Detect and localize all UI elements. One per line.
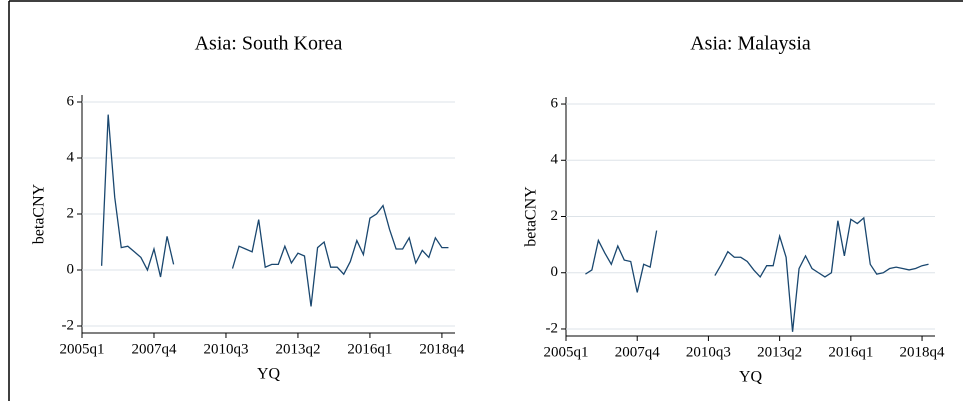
x-tick-label: 2007q4 [615, 344, 661, 360]
chart-title: Asia: South Korea [195, 33, 343, 55]
x-tick-label: 2016q1 [347, 341, 392, 357]
x-tick-label: 2005q1 [60, 341, 105, 357]
x-tick-label: 2007q4 [131, 341, 177, 357]
x-tick-label: 2016q1 [828, 344, 873, 360]
x-tick-label: 2013q2 [757, 344, 802, 360]
x-tick-label: 2005q1 [544, 344, 589, 360]
x-tick-label: 2018q4 [900, 344, 946, 360]
x-tick-label: 2018q4 [419, 341, 465, 357]
y-tick-label: -2 [546, 320, 559, 336]
y-tick-label: 0 [67, 261, 75, 277]
data-line [585, 216, 929, 332]
x-tick-label: 2013q2 [275, 341, 320, 357]
y-tick-label: 0 [551, 264, 559, 280]
x-tick-label: 2010q3 [686, 344, 731, 360]
y-axis-label: betaCNY [31, 183, 48, 244]
x-axis-label: YQ [739, 369, 763, 386]
y-tick-label: 6 [67, 93, 75, 109]
y-tick-label: 2 [551, 208, 559, 224]
chart-title: Asia: Malaysia [690, 33, 811, 55]
y-tick-label: 6 [551, 95, 559, 111]
y-tick-label: 4 [551, 152, 559, 168]
x-axis-label: YQ [257, 366, 281, 383]
y-axis-label: betaCNY [523, 186, 540, 247]
y-tick-label: -2 [62, 317, 75, 333]
y-tick-label: 2 [67, 205, 75, 221]
y-tick-label: 4 [67, 149, 75, 165]
data-line [100, 114, 449, 307]
x-tick-label: 2010q3 [203, 341, 248, 357]
